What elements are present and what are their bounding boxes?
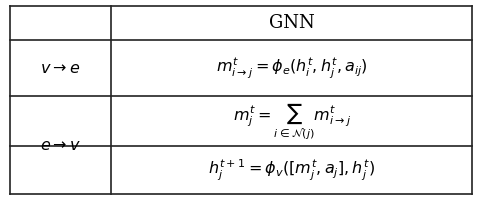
Text: $e \rightarrow v$: $e \rightarrow v$ [40,137,81,154]
Text: $m^{t}_{j} = \sum_{i \in \mathcal{N}(j)} m^{t}_{i \rightarrow j}$: $m^{t}_{j} = \sum_{i \in \mathcal{N}(j)}… [233,101,351,141]
Text: $h^{t+1}_{j} = \phi_v([m^{t}_{j}, a_{j}], h^{t}_{j})$: $h^{t+1}_{j} = \phi_v([m^{t}_{j}, a_{j}]… [208,157,375,183]
Text: GNN: GNN [269,14,315,32]
Text: $m^{t}_{i \rightarrow j} = \phi_e(h^{t}_{i}, h^{t}_{j}, a_{ij})$: $m^{t}_{i \rightarrow j} = \phi_e(h^{t}_… [216,55,368,81]
Text: $v \rightarrow e$: $v \rightarrow e$ [40,60,80,77]
